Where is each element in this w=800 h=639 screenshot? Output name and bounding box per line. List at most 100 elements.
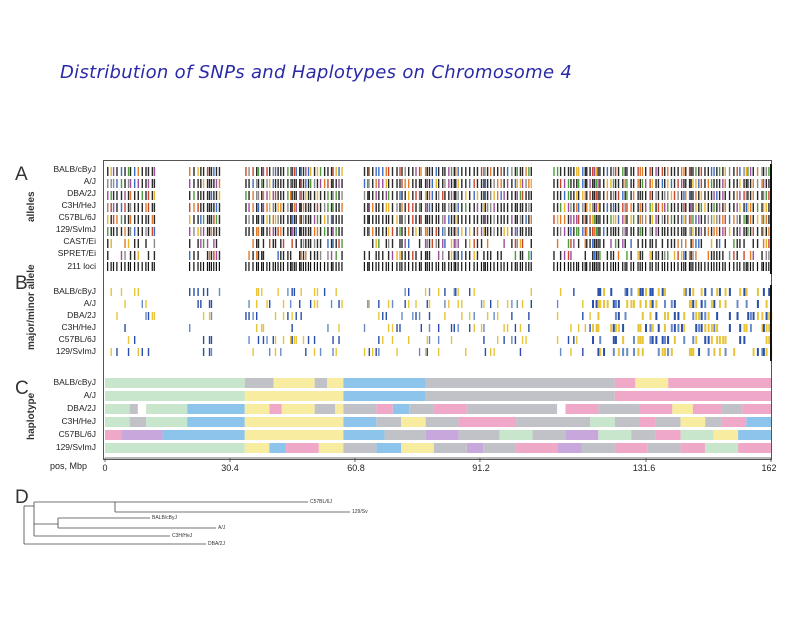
allele-mark [493,167,495,176]
minor-allele-mark [765,336,768,344]
allele-mark [713,251,715,260]
allele-mark [695,239,697,248]
minor-allele-mark [749,312,752,320]
allele-mark [747,227,749,236]
minor-allele-mark [632,300,635,308]
allele-mark [268,191,271,200]
minor-allele-mark [749,324,752,332]
allele-mark [603,215,605,224]
allele-mark [752,203,754,212]
allele-mark [489,179,492,188]
allele-mark [401,179,403,188]
locus-mark [722,262,724,271]
haplotype-block [614,417,640,427]
allele-mark [695,215,697,224]
minor-allele-mark [428,288,431,296]
allele-mark [511,215,513,224]
locus-mark [589,262,591,271]
allele-mark [500,227,502,236]
allele-mark [127,179,130,188]
allele-mark [291,203,293,212]
minor-allele-mark [137,288,139,296]
minor-allele-mark [444,288,446,296]
locus-mark [661,262,663,271]
allele-mark [262,167,265,176]
allele-mark [189,191,191,200]
allele-mark [127,239,130,248]
locus-mark [302,262,304,271]
allele-mark [215,179,218,188]
allele-mark [486,167,489,176]
haplotype-block [425,378,615,388]
allele-mark [382,191,384,200]
allele-mark [327,239,329,248]
allele-mark [577,203,580,212]
allele-mark [408,167,410,176]
allele-mark [313,239,316,248]
allele-mark [483,227,485,236]
allele-mark [313,179,316,188]
allele-mark [500,191,502,200]
allele-mark [277,251,279,260]
allele-mark [525,215,527,224]
minor-allele-mark [713,348,716,356]
allele-mark [295,227,297,236]
allele-mark [274,191,277,200]
allele-mark [112,167,115,176]
minor-allele-mark [655,312,658,320]
allele-mark [341,203,343,212]
allele-mark [151,191,154,200]
allele-mark [133,203,136,212]
minor-allele-mark [408,288,410,296]
allele-mark [257,191,260,200]
locus-mark [200,262,202,271]
allele-mark [457,215,459,224]
minor-allele-mark [704,300,707,308]
minor-allele-mark [282,312,285,320]
allele-mark [553,179,555,188]
allele-mark [704,227,706,236]
allele-mark [519,227,522,236]
allele-mark [736,239,738,248]
allele-mark [530,191,532,200]
minor-allele-mark [695,324,698,332]
allele-mark [266,215,268,224]
minor-allele-mark [641,288,644,296]
allele-mark [305,179,307,188]
allele-mark [420,251,422,260]
allele-mark [295,215,297,224]
minor-allele-mark [287,288,289,296]
minor-allele-mark [193,288,195,296]
allele-mark [282,215,285,224]
allele-mark [133,227,136,236]
locus-mark [262,262,264,271]
minor-allele-mark [762,288,765,296]
haplotype-block [425,391,615,401]
allele-mark [428,227,431,236]
allele-mark [206,167,209,176]
allele-mark [448,179,450,188]
locus-mark [268,262,271,271]
locus-mark [418,262,421,271]
allele-mark [576,203,578,212]
allele-mark [688,179,691,188]
allele-mark [637,215,639,224]
locus-mark [576,262,578,271]
allele-mark [506,167,509,176]
minor-allele-mark [291,288,293,296]
allele-mark [193,191,195,200]
row-label-c: 129/SvImJ [55,442,96,452]
allele-mark [375,203,377,212]
locus-mark [215,262,217,271]
allele-mark [614,191,617,200]
minor-allele-mark [473,324,475,332]
allele-mark [280,203,282,212]
minor-allele-mark [455,288,457,296]
allele-mark [559,215,562,224]
allele-mark [266,191,268,200]
allele-mark [690,191,692,200]
minor-allele-mark [692,312,695,320]
allele-mark [644,239,647,248]
allele-mark [577,239,580,248]
allele-mark [657,191,660,200]
